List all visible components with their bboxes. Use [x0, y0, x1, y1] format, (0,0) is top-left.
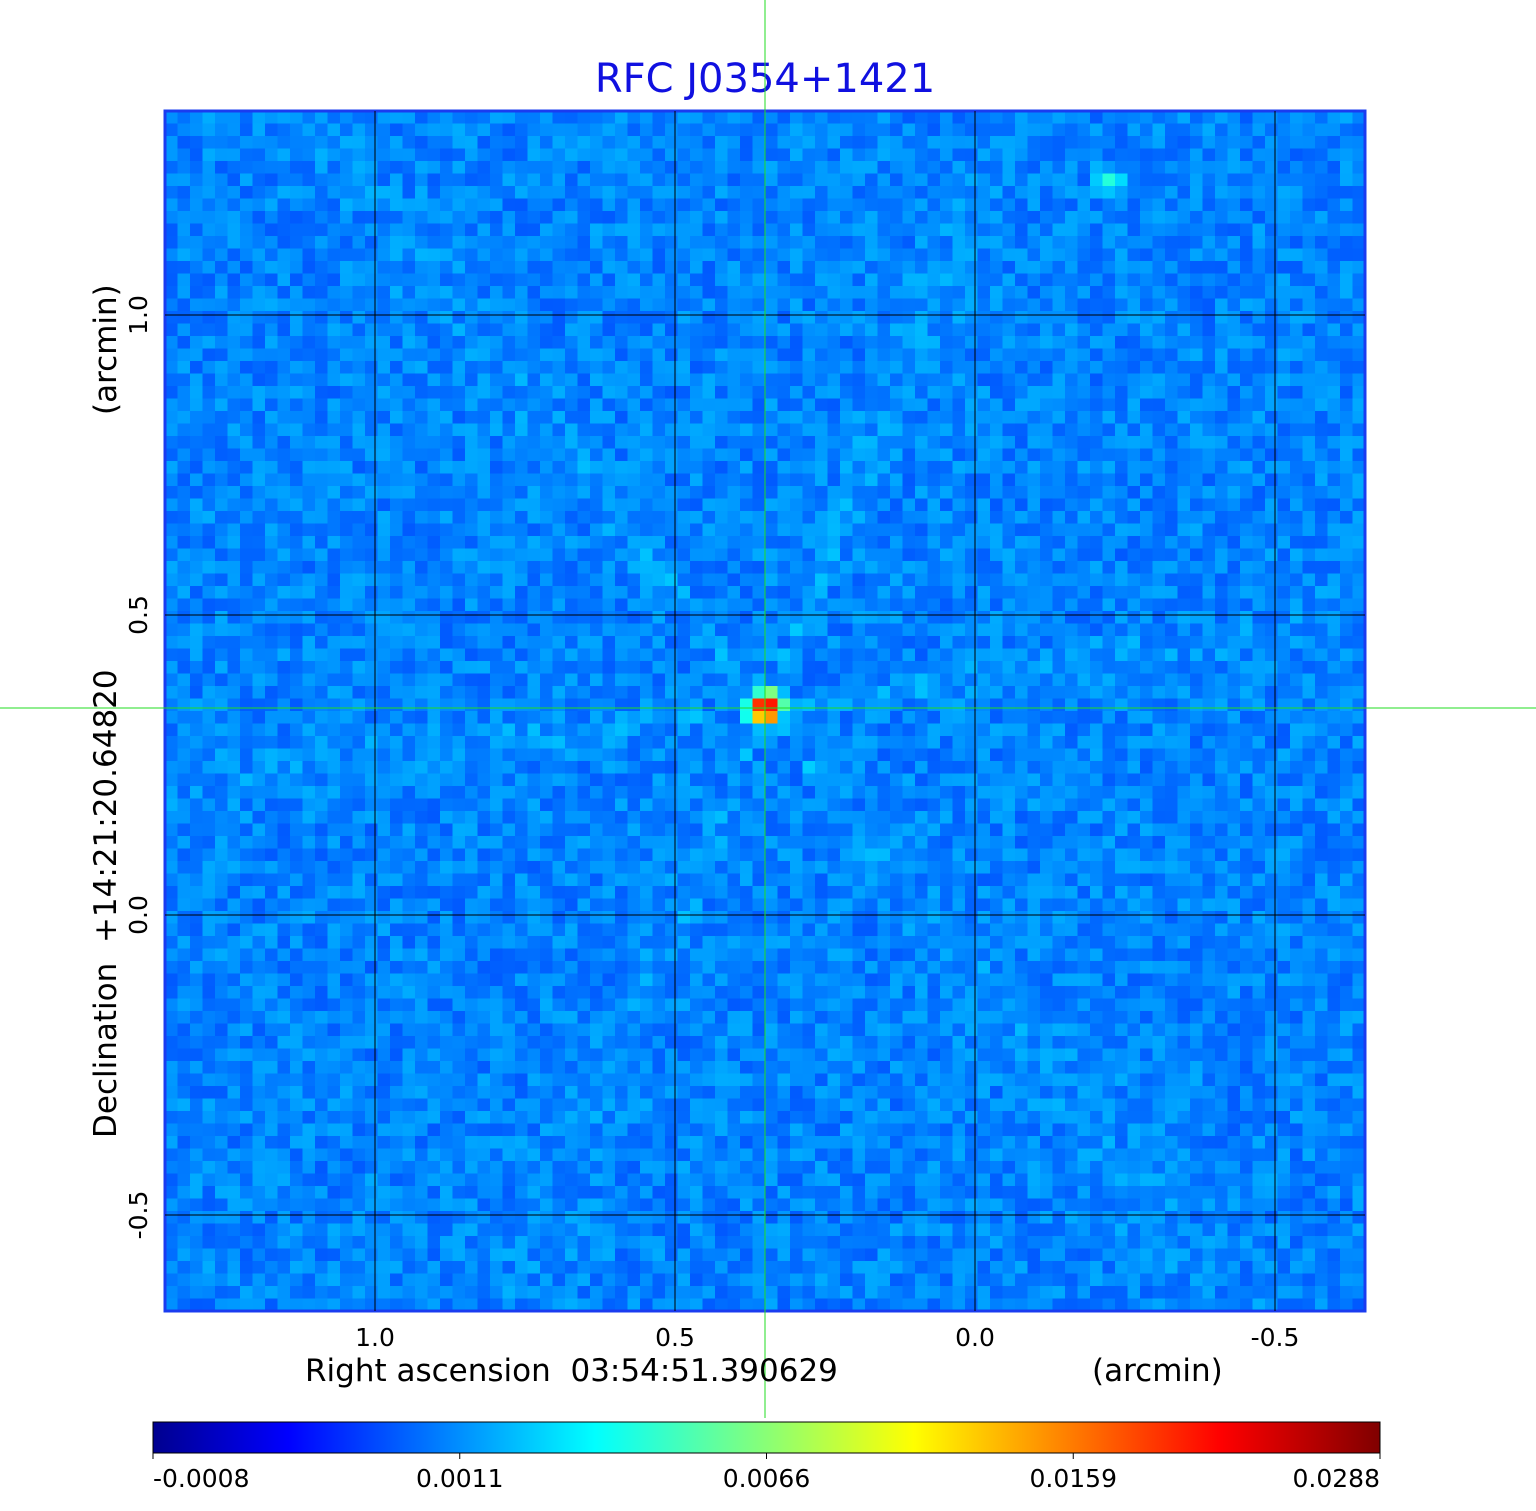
y-axis-unit-label: (arcmin)	[88, 284, 124, 415]
colorbar-tick-label: 0.0066	[723, 1464, 810, 1493]
x-tick-label: 1.0	[355, 1323, 395, 1352]
colorbar-tick-label: -0.0008	[153, 1464, 250, 1493]
x-axis-label: Right ascension 03:54:51.390629	[305, 1353, 838, 1389]
y-tick-label: 0.5	[124, 595, 153, 635]
x-axis-unit-label: (arcmin)	[1092, 1353, 1223, 1389]
colorbar-tick-label: 0.0159	[1030, 1464, 1117, 1493]
colorbar-tick-label: 0.0288	[1293, 1464, 1380, 1493]
x-tick-label: 0.0	[955, 1323, 995, 1352]
x-tick-layer: 1.0 0.5 0.0 -0.5	[355, 1323, 1299, 1352]
colorbar	[152, 1421, 1381, 1454]
y-tick-label: -0.5	[124, 1191, 153, 1240]
x-tick-label: -0.5	[1251, 1323, 1300, 1352]
y-tick-layer: -0.5 0.0 0.5 1.0	[124, 295, 153, 1239]
y-axis-label: Declination +14:21:20.64820	[88, 669, 124, 1138]
crosshair-layer	[0, 0, 1536, 1418]
colorbar-tick-label: 0.0011	[416, 1464, 503, 1493]
y-tick-label: 0.0	[124, 895, 153, 935]
colorbar-tick-layer: -0.0008 0.0011 0.0066 0.0159 0.0288	[152, 1453, 1381, 1493]
y-tick-label: 1.0	[124, 295, 153, 335]
x-tick-label: 0.5	[655, 1323, 695, 1352]
